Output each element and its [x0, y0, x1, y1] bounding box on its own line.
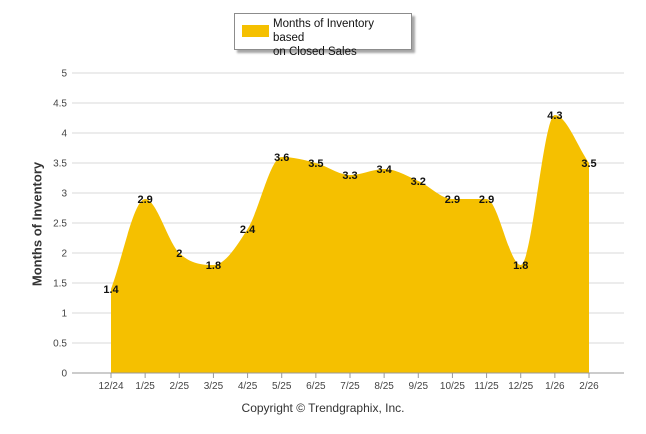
x-tick-label: 8/25	[374, 381, 394, 392]
x-tick-label: 2/25	[170, 381, 190, 392]
x-tick-label: 2/26	[579, 381, 599, 392]
data-label: 2.9	[445, 194, 460, 206]
data-label: 3.2	[411, 176, 426, 188]
data-label: 2.9	[137, 194, 152, 206]
data-label: 2	[176, 248, 182, 260]
y-tick-label: 1	[61, 309, 67, 320]
y-axis-title: Months of Inventory	[29, 161, 45, 287]
data-label: 2.9	[479, 194, 494, 206]
data-label: 3.5	[581, 158, 596, 170]
y-tick-label: 0.5	[53, 339, 67, 350]
x-tick-label: 9/25	[409, 381, 429, 392]
data-label: 1.8	[513, 260, 528, 272]
x-tick-label: 10/25	[440, 381, 465, 392]
y-tick-label: 2.5	[53, 219, 67, 230]
x-tick-label: 4/25	[238, 381, 258, 392]
y-tick-label: 4	[61, 129, 67, 140]
x-tick-label: 5/25	[272, 381, 292, 392]
y-tick-label: 5	[61, 69, 67, 80]
data-label: 1.4	[103, 284, 119, 296]
data-labels: 1.4 2.9 2 1.8 2.4 3.6 3.5 3.3 3.4 3.2 2.9 2.9 1.8 4.3…	[103, 110, 596, 296]
legend[interactable]: Months of Inventory based on Closed Sale…	[234, 13, 412, 58]
data-label: 3.6	[274, 152, 289, 164]
x-tick-label: 1/25	[135, 381, 155, 392]
y-tick-label: 4.5	[53, 99, 67, 110]
x-tick-label: 7/25	[340, 381, 360, 392]
x-tick-label: 6/25	[306, 381, 326, 392]
x-tick-label: 1/26	[545, 381, 565, 392]
y-axis-ticks: 0 0.5 1 1.5 2 2.5 3 3.5 4 4.5 5	[53, 69, 67, 380]
data-label: 3.3	[342, 170, 357, 182]
data-label: 4.3	[547, 110, 562, 122]
x-tick-label: 3/25	[204, 381, 224, 392]
legend-label: Months of Inventory based on Closed Sale…	[273, 17, 407, 59]
x-tick-label: 12/25	[508, 381, 533, 392]
data-label: 2.4	[240, 224, 256, 236]
data-label: 3.4	[376, 164, 392, 176]
x-axis-ticks: 12/24 1/25 2/25 3/25 4/25 5/25 6/25 7/25 8/25 9/2…	[98, 373, 599, 392]
y-tick-label: 1.5	[53, 279, 67, 290]
data-label: 3.5	[308, 158, 323, 170]
legend-swatch	[242, 25, 269, 37]
legend-label-line-1: Months of Inventory based	[273, 18, 374, 44]
y-tick-label: 3.5	[53, 159, 67, 170]
data-label: 1.8	[206, 260, 221, 272]
y-tick-label: 3	[61, 189, 67, 200]
x-tick-label: 11/25	[474, 381, 499, 392]
legend-label-line-2: on Closed Sales	[273, 46, 357, 58]
y-tick-label: 2	[61, 249, 67, 260]
copyright-text: Copyright © Trendgraphix, Inc.	[241, 401, 405, 415]
area-series	[111, 115, 589, 373]
y-tick-label: 0	[61, 369, 67, 380]
x-tick-label: 12/24	[98, 381, 123, 392]
